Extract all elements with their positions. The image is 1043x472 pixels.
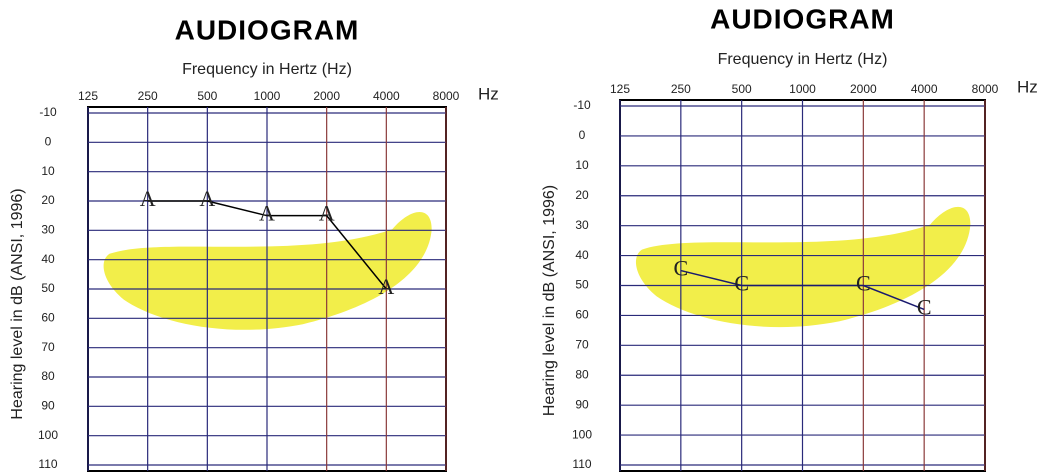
- page: AUDIOGRAM Frequency in Hertz (Hz) Hz Hearin…: [0, 0, 1043, 472]
- x-tick-label: 4000: [373, 89, 400, 103]
- y-tick-label: -10: [573, 98, 591, 112]
- x-tick-label: 2000: [850, 82, 877, 96]
- x-tick-label: 500: [732, 82, 752, 96]
- y-tick-label: 20: [41, 193, 55, 207]
- audiograms: AUDIOGRAM Frequency in Hertz (Hz) Hz Hearin…: [0, 0, 1043, 472]
- y-tick-label: 50: [575, 278, 589, 292]
- y-axis-title: Hearing level in dB (ANSI, 1996): [541, 185, 558, 416]
- y-tick-label: 10: [575, 158, 589, 172]
- x-tick-label: 125: [610, 82, 630, 96]
- x-tick-label: 250: [671, 82, 691, 96]
- data-marker: A: [378, 274, 394, 299]
- x-tick-label: 1000: [789, 82, 816, 96]
- y-tick-label: 90: [575, 397, 589, 411]
- y-tick-label: 30: [41, 223, 55, 237]
- x-axis-title: Frequency in Hertz (Hz): [182, 61, 352, 78]
- data-marker: A: [319, 201, 335, 226]
- chart-title: AUDIOGRAM: [175, 14, 360, 45]
- y-tick-label: 110: [38, 457, 57, 471]
- y-tick-label: 110: [572, 457, 591, 471]
- y-tick-label: -10: [39, 105, 57, 119]
- x-tick-label: 4000: [911, 82, 938, 96]
- y-tick-label: 70: [575, 338, 589, 352]
- y-tick-label: 80: [41, 369, 55, 383]
- x-tick-label: 8000: [972, 82, 999, 96]
- y-tick-label: 60: [41, 311, 55, 325]
- data-marker: C: [856, 271, 871, 296]
- x-tick-label: 2000: [313, 89, 340, 103]
- y-tick-label: 0: [579, 128, 586, 142]
- y-axis-title: Hearing level in dB (ANSI, 1996): [9, 188, 26, 419]
- data-marker: C: [734, 271, 749, 296]
- y-tick-label: 60: [575, 308, 589, 322]
- y-tick-label: 50: [41, 281, 55, 295]
- x-tick-label: 500: [197, 89, 217, 103]
- data-marker: A: [140, 186, 156, 211]
- y-tick-label: 30: [575, 218, 589, 232]
- x-tick-label: 1000: [254, 89, 281, 103]
- chart-title: AUDIOGRAM: [710, 3, 895, 34]
- data-marker: C: [917, 294, 932, 319]
- data-marker: A: [259, 201, 275, 226]
- x-tick-label: 125: [78, 89, 98, 103]
- x-tick-label: 250: [138, 89, 158, 103]
- y-tick-label: 0: [45, 135, 52, 149]
- y-tick-label: 40: [41, 252, 55, 266]
- y-tick-label: 70: [41, 340, 55, 354]
- x-unit: Hz: [478, 84, 499, 103]
- y-tick-label: 90: [41, 399, 55, 413]
- x-axis-title: Frequency in Hertz (Hz): [718, 51, 888, 68]
- y-tick-label: 20: [575, 188, 589, 202]
- y-tick-label: 100: [572, 427, 592, 441]
- y-tick-label: 80: [575, 367, 589, 381]
- y-tick-label: 10: [41, 164, 55, 178]
- y-tick-label: 100: [38, 428, 58, 442]
- data-marker: C: [673, 256, 688, 281]
- x-unit: Hz: [1017, 77, 1038, 96]
- data-marker: A: [199, 186, 215, 211]
- x-tick-label: 8000: [433, 89, 460, 103]
- y-tick-label: 40: [575, 248, 589, 262]
